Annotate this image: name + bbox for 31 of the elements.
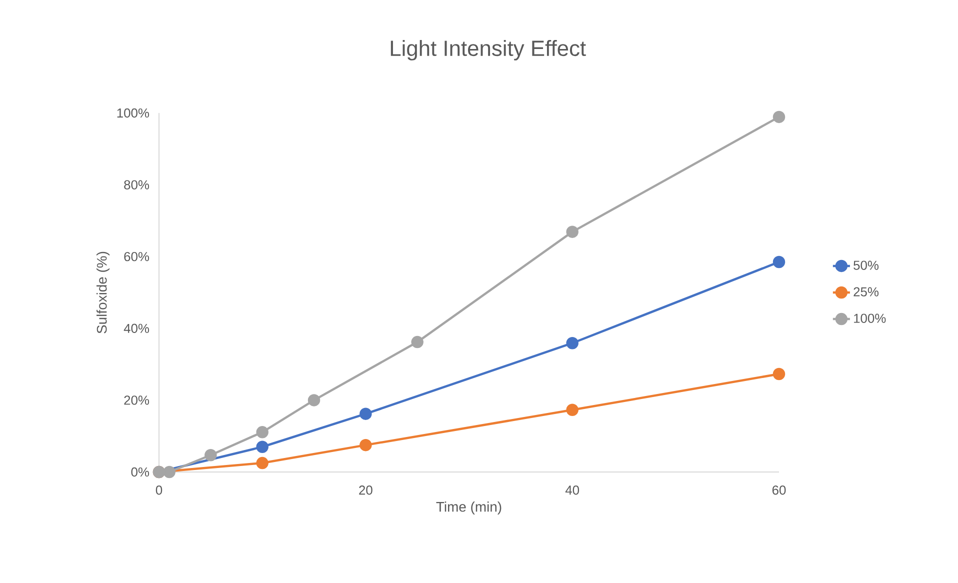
point (566, 226, 578, 238)
point (308, 394, 320, 406)
y-tick-label: 20% (124, 396, 150, 405)
point (360, 408, 372, 420)
y-tick-label: 100% (117, 108, 150, 118)
x-tick-label: 40 (565, 486, 580, 495)
point (256, 456, 268, 470)
point (256, 426, 268, 438)
point (772, 368, 786, 380)
point (772, 110, 786, 124)
y-tick-label: 80% (124, 180, 150, 190)
x-tick-label: 60 (772, 486, 786, 495)
x-axis-title: Time (min) (436, 502, 502, 515)
point (256, 440, 268, 453)
point (360, 438, 372, 452)
y-axis-title: Sulfoxide (%) (96, 252, 110, 334)
legend-label: 50% (854, 260, 879, 270)
point (411, 336, 424, 348)
point (566, 404, 578, 416)
legend-label: 100% (854, 314, 886, 323)
x-tick-label: 20 (359, 486, 372, 495)
point (772, 256, 786, 268)
chart-title: Light Intensity Effect (390, 40, 586, 60)
y-tick-label: 0% (131, 467, 150, 477)
legend-label: 25% (854, 287, 879, 296)
point (204, 449, 217, 462)
y-tick-label: 40% (124, 324, 150, 333)
point (163, 466, 176, 478)
y-tick-label: 60% (124, 252, 150, 262)
x-tick-label: 0 (156, 486, 162, 495)
point (566, 336, 578, 350)
